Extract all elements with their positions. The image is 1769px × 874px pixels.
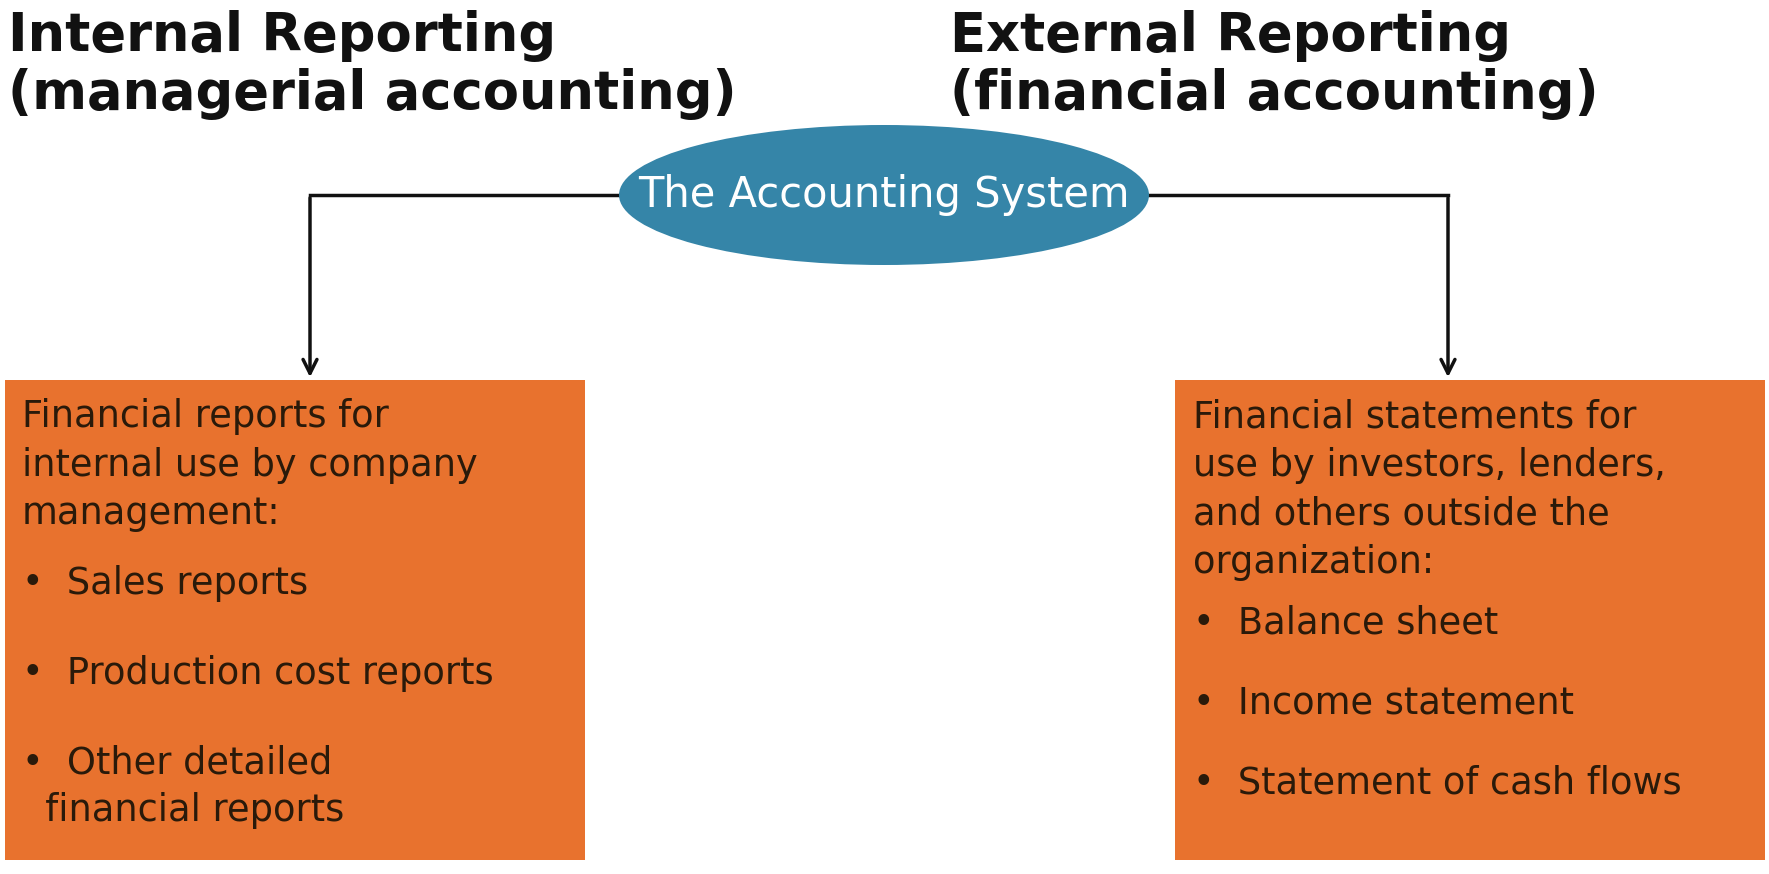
Text: •  Other detailed
  financial reports: • Other detailed financial reports: [21, 745, 345, 829]
FancyBboxPatch shape: [5, 380, 586, 860]
FancyBboxPatch shape: [1175, 380, 1765, 860]
Text: •  Balance sheet: • Balance sheet: [1192, 605, 1498, 642]
Text: Financial statements for
use by investors, lenders,
and others outside the
organ: Financial statements for use by investor…: [1192, 398, 1666, 581]
Text: (managerial accounting): (managerial accounting): [9, 68, 736, 120]
Text: Financial reports for
internal use by company
management:: Financial reports for internal use by co…: [21, 398, 478, 532]
Text: •  Income statement: • Income statement: [1192, 685, 1574, 722]
Text: •  Statement of cash flows: • Statement of cash flows: [1192, 765, 1682, 802]
Text: •  Sales reports: • Sales reports: [21, 565, 308, 602]
Ellipse shape: [619, 125, 1150, 265]
Text: •  Production cost reports: • Production cost reports: [21, 655, 494, 692]
Text: Internal Reporting: Internal Reporting: [9, 10, 555, 62]
Text: The Accounting System: The Accounting System: [639, 174, 1130, 216]
Text: External Reporting: External Reporting: [950, 10, 1511, 62]
Text: (financial accounting): (financial accounting): [950, 68, 1599, 120]
